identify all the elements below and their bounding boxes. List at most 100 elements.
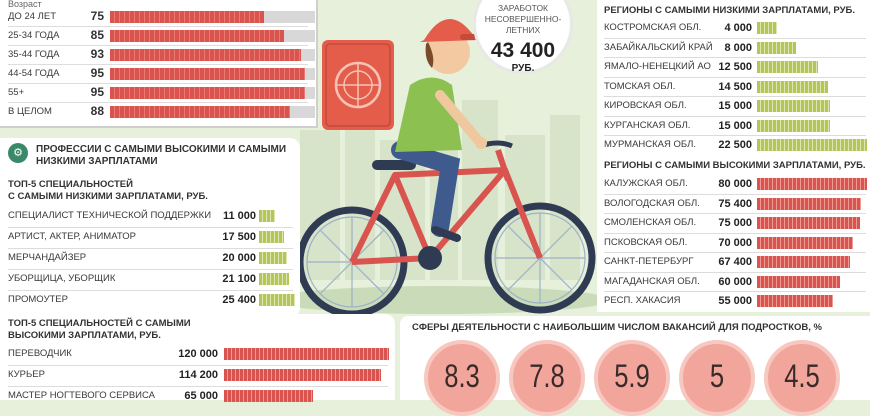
center-title: ЗАРАБОТОК НЕСОВЕРШЕННО- ЛЕТНИХ [484, 3, 562, 35]
sphere-value: 5 [709, 358, 725, 394]
row-label: ВОЛОГОДСКАЯ ОБЛ. [604, 197, 700, 209]
row-label: КУРЬЕР [8, 369, 45, 380]
row-divider [8, 248, 293, 249]
age-label: 25-34 ГОДА [8, 30, 60, 41]
row-bar [224, 348, 389, 360]
row-value: 75 000 [718, 217, 752, 229]
row-divider [604, 57, 866, 58]
row-label: ТОМСКАЯ ОБЛ. [604, 80, 676, 92]
center-unit: РУБ. [511, 63, 535, 74]
row-bar [757, 256, 850, 268]
row-divider [604, 232, 866, 234]
row-bar [757, 139, 867, 151]
age-bar [110, 49, 301, 61]
row-value: 120 000 [178, 348, 218, 360]
row-value: 21 100 [222, 273, 256, 285]
row-bar [757, 275, 840, 288]
row-label: СМОЛЕНСКАЯ ОБЛ. [604, 217, 697, 228]
age-bar [110, 68, 305, 80]
row-value: 17 500 [222, 231, 256, 243]
row-value: 15 000 [718, 100, 752, 112]
center-amount: 43 400 [490, 39, 556, 62]
age-label: 35-44 ГОДА [8, 49, 60, 60]
row-label: МАГАДАНСКАЯ ОБЛ. [604, 275, 700, 287]
row-divider [8, 365, 388, 366]
row-value: 22 500 [718, 139, 752, 151]
high-professions-header: ТОП-5 СПЕЦИАЛЬНОСТЕЙ С САМЫМИ ВЫСОКИМИ З… [8, 318, 191, 341]
age-bar [110, 87, 305, 99]
age-row-divider [8, 102, 308, 103]
row-value: 75 400 [718, 197, 752, 210]
age-value: 85 [90, 28, 104, 42]
age-value: 95 [90, 66, 104, 80]
row-bar [757, 100, 830, 112]
row-label: УБОРЩИЦА, УБОРЩИК [8, 273, 116, 284]
row-bar [757, 178, 867, 190]
row-divider [8, 290, 293, 291]
sphere-value: 8.3 [444, 358, 480, 394]
row-label: РЕСП. ХАКАСИЯ [604, 295, 681, 306]
row-bar [757, 61, 818, 73]
row-divider [604, 252, 866, 253]
row-divider [604, 115, 866, 117]
row-bar [757, 217, 860, 229]
row-divider [8, 227, 293, 228]
row-divider [604, 135, 866, 136]
row-value: 80 000 [718, 178, 752, 190]
row-bar [757, 295, 833, 307]
row-value: 14 500 [718, 80, 752, 93]
age-row-divider [8, 26, 308, 27]
row-bar [259, 210, 275, 222]
row-value: 55 000 [718, 295, 752, 307]
row-value: 25 400 [222, 294, 256, 306]
row-bar [224, 390, 313, 402]
row-label: АРТИСТ, АКТЕР, АНИМАТОР [8, 231, 136, 242]
age-row-divider [8, 45, 308, 46]
row-label: ЗАБАЙКАЛЬСКИЙ КРАЙ [604, 41, 713, 53]
row-value: 67 400 [718, 256, 752, 268]
row-label: ЯМАЛО-НЕНЕЦКИЙ АО [604, 61, 711, 72]
row-divider [604, 193, 866, 195]
row-label: МЕРЧАНДАЙЗЕР [8, 252, 87, 263]
row-divider [604, 76, 866, 78]
row-divider [604, 96, 866, 97]
row-label: СПЕЦИАЛИСТ ТЕХНИЧЕСКОЙ ПОДДЕРЖКИ [8, 210, 212, 221]
professions-panel [0, 138, 300, 318]
low-regions-header: РЕГИОНЫ С САМЫМИ НИЗКИМИ ЗАРПЛАТАМИ, РУБ… [604, 5, 856, 16]
row-bar [259, 231, 284, 243]
age-header: Возраст [8, 0, 42, 9]
row-divider [604, 291, 866, 292]
pizza-backpack-icon [322, 40, 394, 130]
row-bar [757, 80, 828, 93]
age-row-divider [8, 64, 308, 65]
row-divider [8, 386, 388, 387]
sphere-value: 5.9 [614, 358, 650, 394]
sphere-value: 7.8 [529, 358, 565, 394]
row-value: 70 000 [718, 236, 752, 249]
row-bar [757, 119, 830, 132]
age-value: 93 [90, 47, 104, 61]
age-bar [110, 30, 284, 42]
row-bar [757, 197, 861, 210]
row-bar [259, 294, 295, 306]
row-bar [224, 369, 381, 381]
row-value: 8 000 [724, 41, 752, 54]
row-value: 114 200 [178, 369, 218, 381]
sphere-value: 4.5 [784, 358, 820, 394]
row-bar [757, 22, 777, 34]
age-label: 55+ [8, 87, 25, 98]
professions-title: ПРОФЕССИИ С САМЫМИ ВЫСОКИМИ И САМЫМИ НИЗ… [36, 144, 287, 167]
high-regions-header: РЕГИОНЫ С САМЫМИ ВЫСОКИМИ ЗАРПЛАТАМИ, РУ… [604, 160, 866, 171]
row-value: 11 000 [222, 210, 256, 222]
row-divider [604, 37, 866, 39]
age-label: ДО 24 ЛЕТ [8, 11, 57, 22]
age-label: 44-54 ГОДА [8, 68, 60, 79]
row-value: 20 000 [222, 252, 256, 264]
row-bar [757, 236, 853, 249]
age-value: 95 [90, 85, 104, 99]
age-value: 75 [90, 9, 104, 23]
row-bar [757, 41, 796, 54]
row-value: 60 000 [718, 275, 752, 288]
age-label: В ЦЕЛОМ [8, 106, 52, 117]
row-divider [604, 271, 866, 273]
